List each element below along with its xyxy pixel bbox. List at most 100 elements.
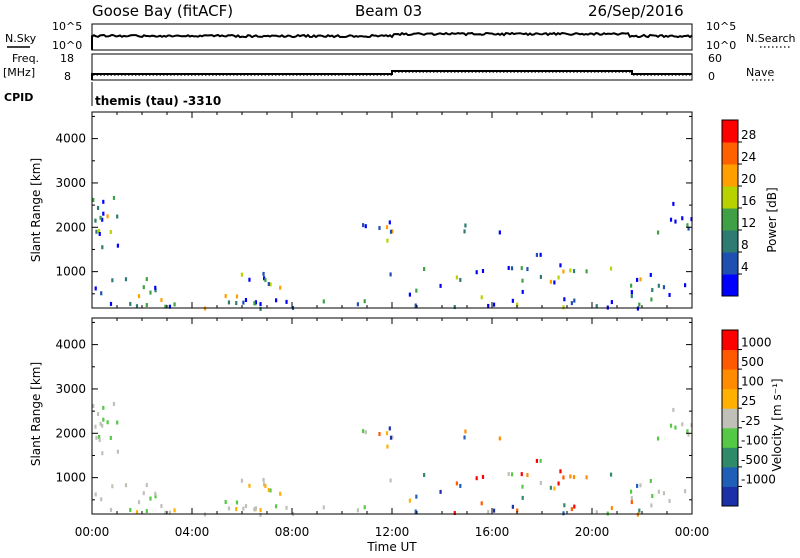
power-echo xyxy=(649,272,652,277)
power-echo xyxy=(520,266,523,271)
power-echo xyxy=(507,265,510,270)
velocity-echo xyxy=(562,511,565,516)
nave-tick-lo: 0 xyxy=(708,70,715,83)
power-echo xyxy=(109,229,112,234)
nsearch-tick-hi: 10^5 xyxy=(706,20,736,33)
power-echo xyxy=(154,288,157,293)
power-echo xyxy=(549,279,552,284)
power-echo xyxy=(94,218,97,223)
velocity-echo xyxy=(657,489,660,494)
velocity-echo xyxy=(137,500,141,505)
y-tick-label: 2000 xyxy=(55,426,86,440)
power-echo xyxy=(279,285,282,290)
power-echo xyxy=(135,304,139,309)
velocity-echo xyxy=(563,503,566,508)
velocity-echo xyxy=(595,510,598,515)
colorbar-tick-label: 25 xyxy=(741,394,756,408)
power-echo xyxy=(423,267,426,272)
power-echo xyxy=(657,283,660,288)
power-echo xyxy=(414,303,417,308)
date-title: 26/Sep/2016 xyxy=(588,2,684,20)
power-echo xyxy=(453,305,456,310)
power-echo xyxy=(569,268,572,273)
velocity-echo xyxy=(168,510,171,515)
velocity-echo xyxy=(96,412,100,417)
velocity-echo xyxy=(385,431,389,436)
velocity-echo xyxy=(391,435,394,440)
colorbar-segment xyxy=(722,408,738,429)
colorbar-segment xyxy=(722,274,738,297)
power-echo xyxy=(253,301,256,306)
power-y-axis: 1000 2000 3000 4000 xyxy=(55,115,692,295)
power-echo xyxy=(235,294,239,299)
power-echo xyxy=(480,295,483,300)
power-echo xyxy=(109,301,113,306)
velocity-echo xyxy=(262,477,265,482)
velocity-echo xyxy=(242,506,245,511)
power-echo xyxy=(116,214,119,219)
power-echo xyxy=(267,282,270,287)
velocity-echo xyxy=(553,486,556,491)
colorbar-tick-label: -500 xyxy=(741,453,768,467)
colorbar-tick-label: 1000 xyxy=(741,336,772,350)
velocity-echo xyxy=(389,435,393,440)
velocity-echo xyxy=(423,473,426,478)
power-echo xyxy=(149,290,152,295)
power-echo xyxy=(389,272,392,277)
power-echo xyxy=(362,223,365,228)
velocity-echo xyxy=(672,407,675,412)
power-echo xyxy=(106,214,109,219)
velocity-echo xyxy=(609,472,613,477)
power-echo xyxy=(112,195,116,200)
velocity-echo xyxy=(687,432,690,437)
power-echo xyxy=(636,277,639,282)
velocity-echo xyxy=(254,506,258,511)
colorbar-segment xyxy=(722,349,738,370)
power-echo xyxy=(164,304,167,309)
colorbar-segment xyxy=(722,208,738,231)
cpid-value: themis (tau) -3310 xyxy=(95,94,221,108)
power-echo xyxy=(275,298,278,303)
power-echo xyxy=(516,302,519,307)
power-echo xyxy=(391,229,394,234)
power-echo xyxy=(101,245,104,250)
velocity-echo xyxy=(475,476,478,481)
freq-tick-lo: 8 xyxy=(64,70,71,83)
power-echo xyxy=(142,285,145,290)
velocity-echo xyxy=(145,483,148,488)
power-echo xyxy=(145,303,148,308)
velocity-echo xyxy=(651,494,654,499)
power-echo xyxy=(521,289,524,294)
velocity-echo xyxy=(386,444,389,449)
velocity-echo xyxy=(639,483,642,488)
power-echo xyxy=(264,278,267,283)
power-echo xyxy=(557,275,560,280)
nave-trace xyxy=(93,71,691,76)
power-echo xyxy=(259,306,262,311)
power-echo xyxy=(244,298,248,303)
power-echo xyxy=(669,217,673,222)
power-echo xyxy=(95,229,98,234)
velocity-echo xyxy=(99,421,102,426)
velocity-echo xyxy=(160,504,163,509)
velocity-echo xyxy=(662,491,666,496)
velocity-echo xyxy=(112,401,116,406)
power-panel xyxy=(91,111,693,309)
power-echo xyxy=(408,292,411,297)
power-echo xyxy=(662,285,666,290)
velocity-echo xyxy=(253,507,256,512)
velocity-echo xyxy=(145,509,148,514)
velocity-panel xyxy=(91,317,693,515)
power-echo xyxy=(475,270,478,275)
velocity-echo xyxy=(649,478,652,483)
colorbar-tick-label: 12 xyxy=(741,216,756,230)
velocity-echo xyxy=(109,435,112,440)
y-tick-label: 1000 xyxy=(55,265,86,279)
power-echo xyxy=(94,286,97,291)
freq-tick-hi: 18 xyxy=(60,52,74,65)
power-echo xyxy=(562,269,565,274)
velocity-echo xyxy=(415,494,418,499)
colorbar-tick-label: 4 xyxy=(741,260,749,274)
velocity-echo xyxy=(636,512,640,517)
nsearch-tick-lo: 10^0 xyxy=(706,39,736,52)
